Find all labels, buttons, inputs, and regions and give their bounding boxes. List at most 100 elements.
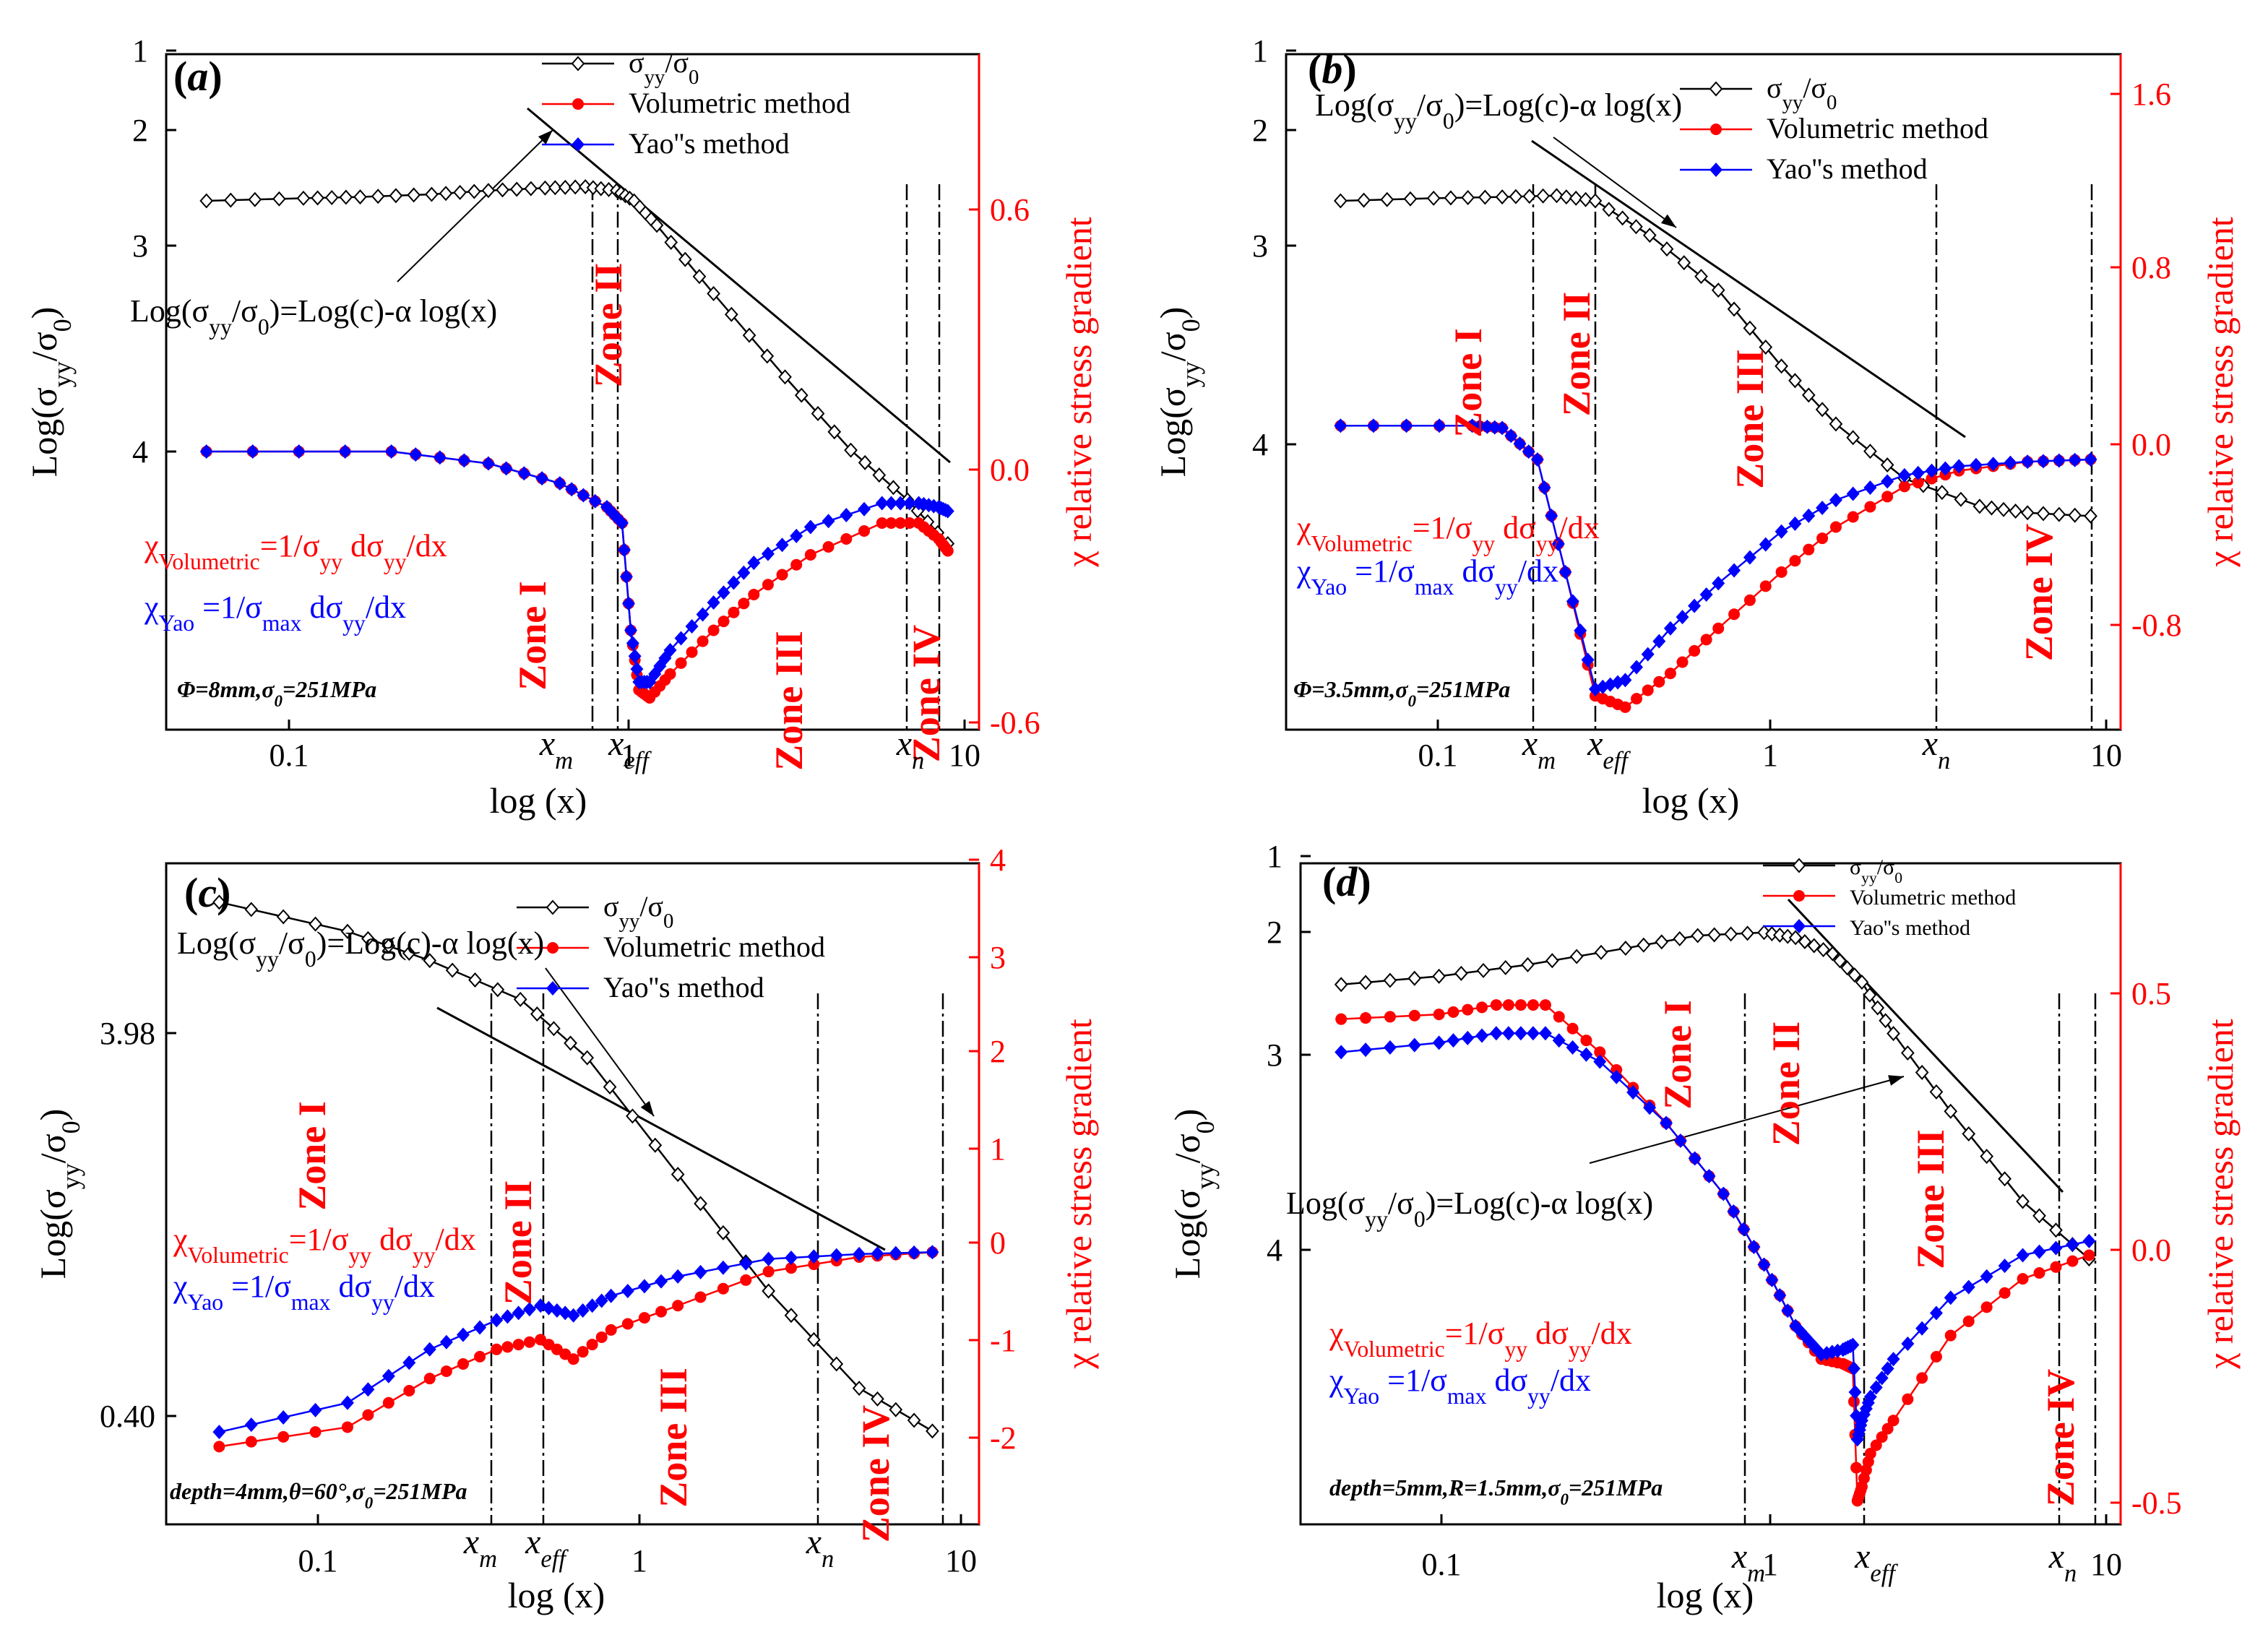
data-point — [902, 496, 916, 511]
legend-marker — [1793, 919, 1806, 933]
data-point — [827, 424, 842, 440]
data-point — [1788, 930, 1803, 946]
data-point — [1652, 634, 1666, 649]
data-point — [1901, 1337, 1915, 1352]
data-point — [1775, 524, 1788, 539]
data-point — [1509, 189, 1523, 204]
x-marker-label: xeff — [1587, 725, 1631, 774]
data-point — [1689, 644, 1701, 657]
data-point — [1538, 1026, 1552, 1041]
data-point — [1728, 563, 1741, 578]
x-tick-label: 10 — [945, 1543, 977, 1579]
y-axis-label: Log(σyy/σ0) — [33, 1109, 85, 1279]
data-point — [811, 405, 825, 421]
data-point — [840, 533, 853, 545]
data-point — [467, 184, 481, 199]
data-point — [1929, 1305, 1943, 1321]
data-point — [1629, 219, 1643, 235]
data-point — [1527, 999, 1539, 1011]
y-tick-label: 1 — [1252, 33, 1268, 69]
data-point — [1602, 202, 1616, 217]
data-point — [361, 1382, 375, 1397]
data-point — [1676, 610, 1689, 625]
data-point — [844, 442, 858, 458]
data-point — [1579, 1047, 1593, 1062]
zone-label: Zone III — [1909, 1129, 1952, 1269]
data-point — [1462, 1003, 1474, 1016]
data-point — [885, 517, 897, 529]
data-point — [1926, 472, 1938, 485]
data-point — [272, 191, 286, 207]
data-point — [1480, 419, 1494, 434]
data-point — [1807, 938, 1821, 954]
data-point — [509, 181, 524, 197]
fit-line — [1531, 139, 1966, 439]
data-point — [423, 1373, 436, 1385]
y-axis-label: Log(σyy/σ0) — [1152, 307, 1205, 478]
data-point — [884, 496, 898, 511]
data-point — [748, 589, 760, 600]
data-point — [808, 1258, 820, 1271]
series-line — [206, 450, 949, 683]
series-sigma-ratio — [212, 894, 939, 1439]
data-point — [1334, 418, 1348, 433]
data-point — [1846, 1337, 1860, 1352]
data-point — [822, 541, 835, 553]
data-point — [1334, 977, 1348, 993]
fit-line — [436, 1006, 886, 1251]
data-point — [1846, 486, 1860, 501]
data-point — [2016, 1248, 2030, 1263]
data-point — [1944, 1329, 1957, 1342]
legend-entry: Yao''s method — [1850, 916, 1970, 940]
x-tick-label: 0.1 — [1418, 738, 1458, 773]
data-point — [678, 251, 692, 267]
data-point — [2021, 454, 2035, 470]
parameter-label: depth=4mm,θ=60°,σ0=251MPa — [170, 1478, 467, 1512]
legend-marker — [546, 981, 559, 996]
data-point — [1728, 608, 1741, 621]
data-point — [2084, 508, 2097, 524]
x-marker-label: xn — [2048, 1537, 2077, 1587]
data-point — [1461, 1030, 1475, 1045]
data-point — [1712, 576, 1725, 591]
data-point — [1962, 1315, 1975, 1327]
data-point — [1759, 580, 1772, 592]
arrow-head — [538, 130, 553, 144]
data-point — [1759, 537, 1772, 552]
data-point — [1380, 191, 1394, 207]
data-point — [425, 186, 439, 202]
data-point — [717, 585, 730, 600]
y2-tick-label: -1 — [990, 1323, 1017, 1358]
data-point — [1610, 1069, 1624, 1084]
y-tick-label: 1 — [1267, 839, 1282, 874]
data-point — [1801, 387, 1816, 403]
data-point — [1581, 652, 1595, 668]
y-tick-label: 3.98 — [100, 1016, 155, 1051]
zone-label: Zone I — [1656, 1000, 1699, 1110]
data-point — [595, 1293, 608, 1308]
zone-label: Zone II — [496, 1180, 540, 1305]
panel-label: (c) — [184, 869, 230, 916]
data-point — [1998, 1258, 2012, 1274]
data-point — [2020, 505, 2035, 521]
data-point — [650, 217, 664, 233]
zone-label: Zone III — [1728, 349, 1772, 489]
chi-volumetric-formula: χVolumetric=1/σyy dσyy/dx — [173, 1222, 476, 1268]
data-point — [501, 1341, 514, 1353]
data-point — [1545, 508, 1558, 523]
x-marker-label: xeff — [525, 1523, 569, 1573]
x-tick-label: 0.1 — [1422, 1547, 1462, 1582]
data-point — [926, 1245, 939, 1260]
data-point — [491, 982, 505, 998]
data-point — [2082, 1233, 2096, 1248]
legend-marker — [1793, 890, 1805, 902]
data-point — [875, 496, 889, 511]
x-axis-label: log (x) — [1642, 780, 1740, 821]
y-tick-label: 4 — [1267, 1232, 1282, 1268]
data-point — [277, 1430, 290, 1443]
data-point — [381, 938, 396, 954]
data-point — [696, 607, 710, 622]
parameter-label: Φ=8mm,σ0=251MPa — [177, 676, 376, 710]
data-point — [1743, 320, 1757, 336]
data-point — [1847, 967, 1862, 983]
